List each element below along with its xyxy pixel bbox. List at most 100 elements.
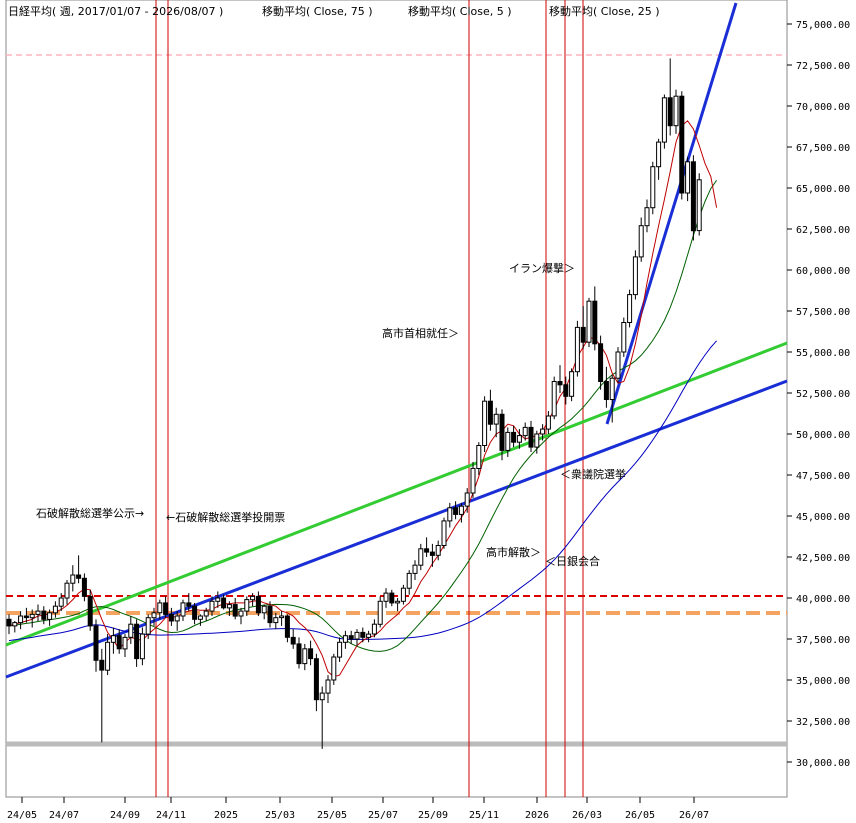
candle-body (186, 602, 192, 607)
annotation-boj: ＜日銀会合 (545, 554, 600, 568)
candle-body (615, 351, 621, 379)
candle-body (238, 610, 244, 617)
candle-body (545, 415, 551, 430)
x-tick-label: 24/05 (7, 810, 37, 821)
annotation-ishiba-vote: ←石破解散総選挙投開票 (166, 510, 285, 524)
x-tick-label: 25/11 (469, 810, 499, 821)
x-tick-label: 26/03 (572, 810, 602, 821)
y-tick-label: 45,000.00 (796, 512, 850, 523)
x-tick-label: 25/09 (418, 810, 448, 821)
candle-body (389, 592, 395, 604)
y-tick-label: 72,500.00 (796, 61, 850, 72)
candle-body (267, 605, 273, 624)
candle-body (209, 600, 215, 612)
candle-body (395, 600, 401, 604)
candle-body (377, 600, 383, 625)
candle-body (290, 636, 296, 645)
candle-body (557, 381, 563, 386)
candle-body (499, 413, 505, 451)
candle-body (464, 492, 470, 507)
candle-body (58, 597, 64, 607)
candle-body (325, 679, 331, 694)
candle-body (232, 604, 238, 617)
candle-body (690, 161, 696, 232)
candle-body (569, 371, 575, 397)
x-tick-label: 26/07 (679, 810, 709, 821)
candle-body (41, 610, 47, 620)
y-tick-label: 47,500.00 (796, 471, 850, 482)
candle-body (667, 97, 673, 127)
candle-body (255, 595, 261, 614)
candle-body (424, 548, 430, 553)
candle-body (412, 564, 418, 574)
candle-body (180, 602, 186, 617)
y-tick-label: 57,500.00 (796, 307, 850, 318)
annotation-iran: イラン爆撃＞ (509, 261, 575, 275)
y-tick-label: 37,500.00 (796, 635, 850, 646)
candle-body (400, 587, 406, 602)
candle-body (644, 207, 650, 227)
candle-body (331, 656, 337, 681)
candle-body (476, 445, 482, 469)
candle-body (551, 381, 557, 417)
candle-body (656, 141, 662, 168)
ma25-line (8, 180, 718, 652)
candle-body (76, 574, 82, 579)
candle-body (586, 300, 592, 343)
candle-body (319, 692, 325, 701)
candle-body (661, 97, 667, 143)
candle-body (261, 605, 267, 614)
candle-body (296, 643, 302, 665)
candle-body (145, 617, 151, 635)
candle-body (574, 326, 580, 373)
x-tick-label: 2025 (214, 810, 238, 821)
candle-body (105, 641, 111, 671)
annotation-takaichi-pm: 高市首相就任＞ (382, 326, 459, 340)
y-tick-label: 55,000.00 (796, 348, 850, 359)
y-tick-label: 42,500.00 (796, 553, 850, 564)
candle-body (93, 625, 99, 661)
candle-body (342, 635, 348, 643)
candle-body (650, 166, 656, 209)
candle-body (203, 610, 209, 617)
candle-body (435, 545, 441, 556)
candle-body (598, 343, 604, 382)
candle-body (284, 615, 290, 638)
y-tick-label: 32,500.00 (796, 717, 850, 728)
trendline-blue-steep (605, 2, 738, 425)
candle-body (192, 605, 198, 620)
x-tick-label: 24/09 (110, 810, 140, 821)
candle-body (685, 161, 691, 194)
plot-frame (5, 0, 788, 798)
candle-body (348, 635, 354, 640)
candle-body (453, 507, 459, 515)
candle-body (99, 659, 105, 671)
candle-body (406, 572, 412, 589)
candle-body (592, 300, 598, 345)
candle-body (174, 615, 180, 622)
candle-body (354, 631, 360, 640)
y-tick-label: 62,500.00 (796, 225, 850, 236)
candle-body (151, 612, 157, 619)
candle-body (122, 636, 128, 650)
candle-body (447, 507, 453, 522)
candle-body (313, 658, 319, 701)
y-tick-label: 67,500.00 (796, 143, 850, 154)
candle-body (511, 431, 517, 443)
candle-body (609, 377, 615, 401)
chart-title: 日経平均( 週, 2017/01/07 - 2026/08/07 ) (8, 5, 223, 18)
x-tick-label: 25/03 (265, 810, 295, 821)
y-tick-label: 65,000.00 (796, 184, 850, 195)
candle-body (638, 225, 644, 258)
candle-body (35, 610, 41, 615)
candle-body (482, 400, 488, 447)
candle-body (279, 615, 285, 619)
candle-body (603, 381, 609, 400)
y-tick-label: 60,000.00 (796, 266, 850, 277)
candle-body (308, 648, 314, 660)
candle-body (505, 431, 511, 451)
candle-body (696, 179, 702, 232)
x-tick-label: 25/05 (317, 810, 347, 821)
candle-body (168, 613, 174, 622)
